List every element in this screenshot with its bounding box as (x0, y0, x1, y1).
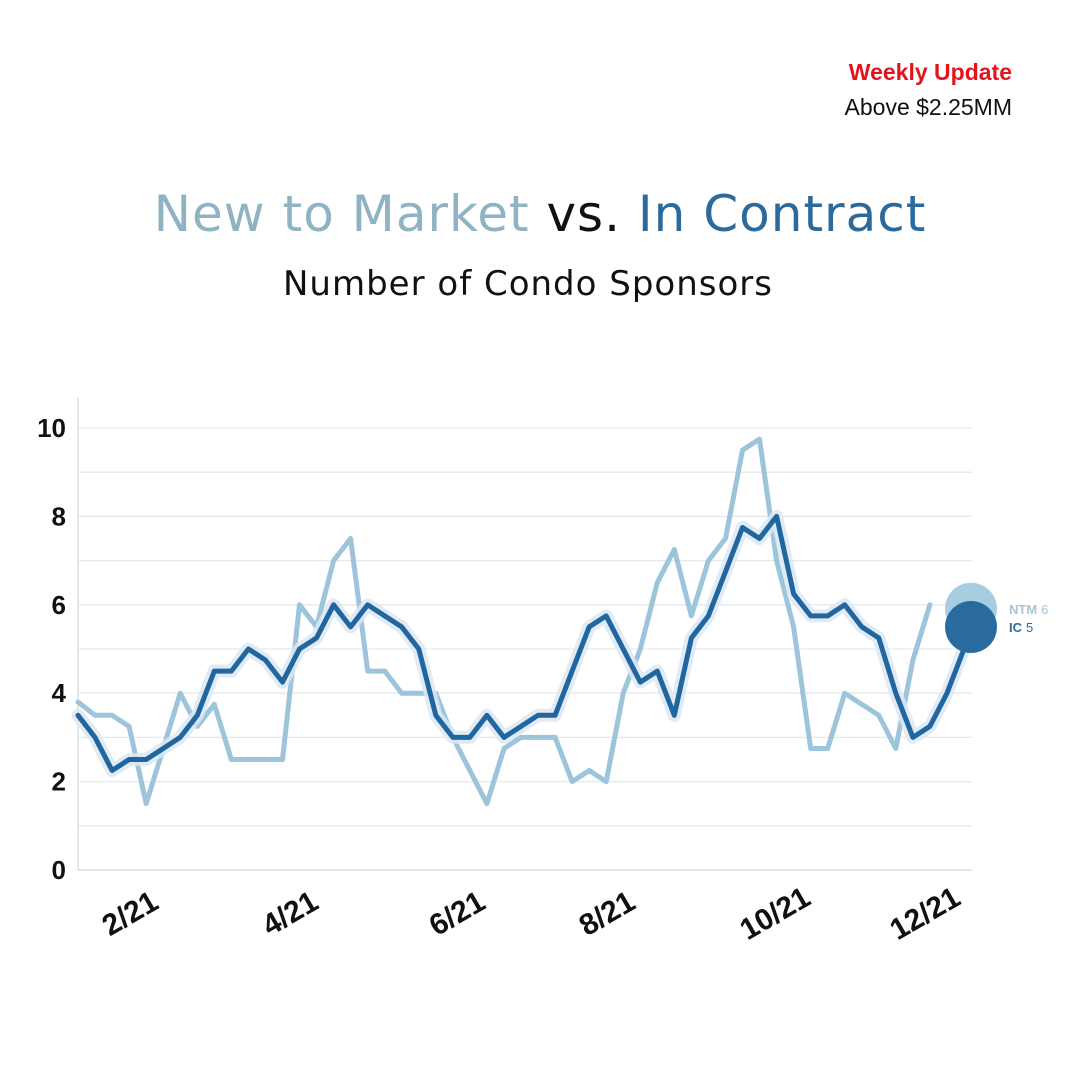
legend-value-ntm: 6 (1041, 602, 1048, 617)
legend-ic: IC 5 (945, 601, 1033, 653)
legend-label-ic: IC 5 (1009, 620, 1033, 635)
y-tick-label: 4 (52, 678, 67, 708)
x-tick-label: 10/21 (734, 881, 816, 947)
title-new-to-market: New to Market (153, 185, 530, 243)
x-tick-label: 12/21 (884, 881, 966, 947)
y-tick-label: 6 (52, 590, 66, 620)
title-vs: vs. (546, 185, 622, 243)
x-tick-label: 6/21 (424, 885, 491, 943)
grid (78, 427, 972, 871)
badge-subtitle: Above $2.25MM (844, 94, 1012, 120)
legend-marker-ic (945, 601, 997, 653)
badge-title: Weekly Update (848, 59, 1012, 85)
chart-subtitle: Number of Condo Sponsors (283, 264, 773, 304)
legend-label-ntm: NTM 6 (1009, 602, 1048, 617)
legend-value-ic: 5 (1026, 620, 1033, 635)
series-line-ic (75, 513, 967, 773)
x-tick-label: 8/21 (574, 885, 641, 943)
x-tick-label: 4/21 (257, 885, 324, 943)
y-tick-label: 2 (52, 767, 66, 797)
y-tick-label: 10 (37, 413, 66, 443)
series-line-ntm (75, 436, 933, 807)
y-tick-label: 0 (52, 855, 66, 885)
legend-label-ntm-name: NTM (1009, 602, 1037, 617)
y-tick-label: 8 (52, 501, 66, 531)
title-in-contract: In Contract (637, 185, 927, 243)
weekly-update-badge: Weekly Update Above $2.25MM (845, 58, 1012, 122)
x-tick-label: 2/21 (97, 885, 164, 943)
legend-label-ic-name: IC (1009, 620, 1023, 635)
chart-title: New to Market vs. In Contract (0, 182, 1080, 246)
